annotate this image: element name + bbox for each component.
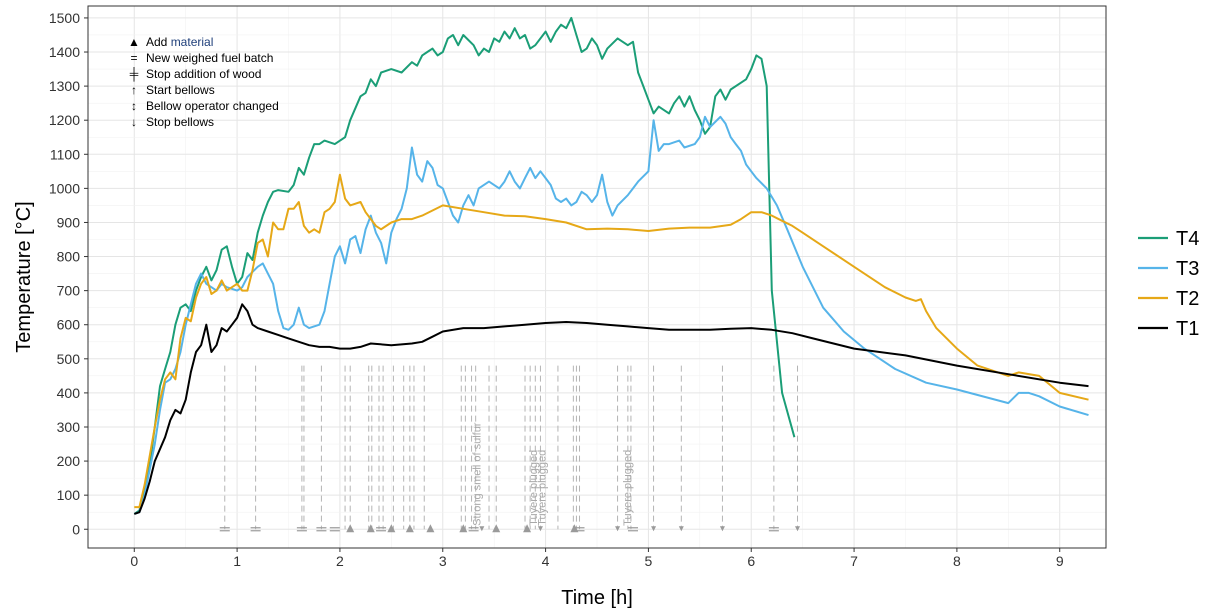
y-tick-label: 1500: [49, 10, 80, 26]
grid-lines: [88, 6, 1106, 548]
y-tick-label: 0: [72, 521, 80, 537]
x-tick-label: 8: [953, 553, 961, 569]
stop-bellows-marker: [651, 526, 657, 532]
event-key: ▲ Add material = New weighed fuel batch ╪ Sto…: [128, 35, 279, 129]
y-tick-label: 600: [57, 317, 81, 333]
x-tick-label: 2: [336, 553, 344, 569]
y-tick-label: 700: [57, 283, 81, 299]
add-material-marker: [426, 524, 435, 533]
series-line-t3: [133, 115, 1089, 515]
x-axis-ticks: 0 1 2 3 4 5 6 7 8 9: [130, 548, 1064, 569]
x-tick-label: 0: [130, 553, 138, 569]
series-line-t1: [133, 303, 1089, 515]
key-symbol: ↑: [131, 83, 137, 97]
add-material-marker: [405, 524, 414, 533]
add-material-marker: [387, 524, 396, 533]
stop-bellows-marker: [795, 526, 801, 532]
legend-label: T3: [1176, 258, 1199, 280]
key-label: New weighed fuel batch: [146, 51, 273, 65]
key-symbol: ↓: [131, 115, 137, 129]
series-line-t2: [134, 173, 1089, 509]
y-tick-label: 1400: [49, 44, 80, 60]
legend: T4 T3 T2 T1: [1138, 228, 1199, 340]
key-symbol: =: [130, 51, 137, 65]
y-tick-label: 500: [57, 351, 81, 367]
x-tick-label: 6: [747, 553, 755, 569]
add-material-marker: [346, 524, 355, 533]
event-annotation: Strong smell of sulfur: [472, 422, 484, 526]
y-tick-label: 900: [57, 214, 81, 230]
legend-label: T4: [1176, 228, 1199, 250]
y-tick-label: 1100: [50, 146, 80, 162]
stop-bellows-marker: [615, 526, 621, 532]
key-label: Stop addition of wood: [146, 67, 261, 81]
y-tick-label: 1200: [49, 112, 80, 128]
add-material-marker: [366, 524, 375, 533]
y-tick-label: 800: [57, 249, 81, 265]
key-label: Stop bellows: [146, 115, 214, 129]
x-tick-label: 5: [645, 553, 653, 569]
key-symbol: ↕: [131, 99, 137, 113]
x-tick-label: 3: [439, 553, 447, 569]
key-symbol: ▲: [128, 35, 140, 49]
stop-bellows-marker: [678, 526, 684, 532]
key-label: Bellow operator changed: [146, 99, 279, 113]
x-tick-label: 4: [542, 553, 550, 569]
key-label: Start bellows: [146, 83, 215, 97]
series-line-t4: [133, 16, 796, 515]
y-tick-label: 400: [57, 385, 81, 401]
event-annotation: Tuyere plugged: [528, 450, 540, 526]
add-material-marker: [492, 524, 501, 533]
x-tick-label: 7: [850, 553, 858, 569]
x-tick-label: 9: [1056, 553, 1064, 569]
stop-bellows-marker: [479, 526, 485, 532]
add-material-marker: [523, 524, 532, 533]
y-tick-label: 300: [57, 419, 81, 435]
y-tick-label: 200: [57, 453, 81, 469]
event-markers: Strong smell of sulfur Tuyere pluggedTuye…: [219, 365, 801, 533]
stop-bellows-marker: [719, 526, 725, 532]
y-axis-title: Temperature [°C]: [13, 201, 35, 352]
legend-label: T1: [1176, 318, 1199, 340]
y-tick-label: 1000: [49, 180, 80, 196]
y-axis-ticks: 0 100 200 300 400 500 600 700 800 900 1000 1100 1200…: [49, 10, 88, 537]
plot-panel-border: [87, 5, 1107, 549]
y-tick-label: 1300: [49, 78, 80, 94]
x-axis-title: Time [h]: [561, 587, 633, 609]
x-tick-label: 1: [233, 553, 241, 569]
legend-label: T2: [1176, 288, 1199, 310]
key-symbol: ╪: [129, 67, 139, 82]
event-annotation: Tuyere plugged: [622, 450, 634, 526]
key-label: Add material: [146, 35, 213, 49]
stop-bellows-marker: [537, 526, 543, 532]
add-material-marker: [459, 524, 468, 533]
event-annotation: Tuyere plugged: [536, 450, 548, 526]
y-tick-label: 100: [57, 487, 81, 503]
series-lines: [133, 16, 1089, 515]
